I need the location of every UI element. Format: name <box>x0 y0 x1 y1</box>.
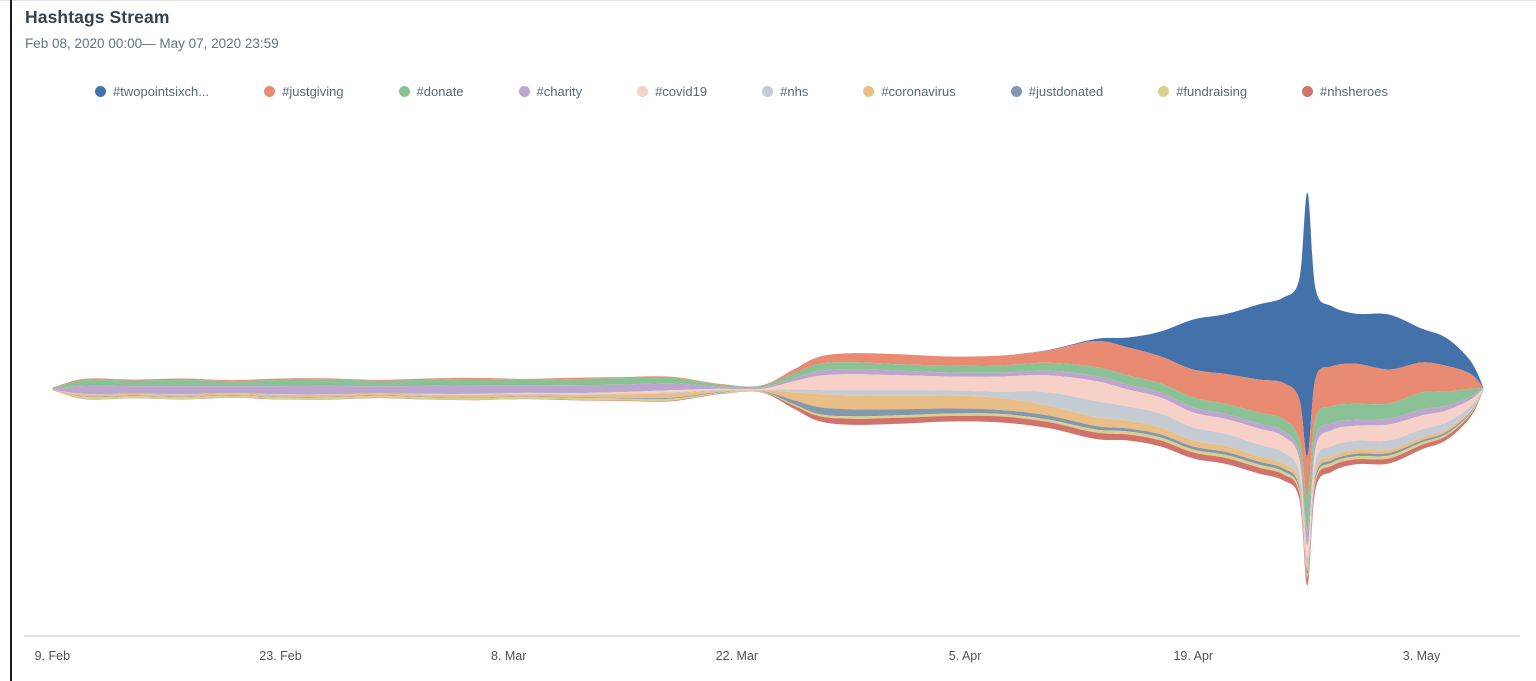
legend-item-covid19[interactable]: #covid19 <box>637 84 707 99</box>
legend-label: #justdonated <box>1028 84 1104 99</box>
legend-label: #covid19 <box>655 84 708 99</box>
page-title: Hashtags Stream <box>25 7 170 27</box>
legend-dot-icon <box>1158 86 1170 97</box>
x-tick-label: 3. May <box>1403 649 1441 663</box>
stream-layer-charity[interactable] <box>52 369 1484 546</box>
legend-dot-icon <box>1302 86 1314 97</box>
legend-label: #fundraising <box>1176 84 1248 99</box>
legend-dot-icon <box>863 86 875 97</box>
x-tick-label: 9. Feb <box>35 649 70 663</box>
x-tick-label: 5. Apr <box>949 649 982 663</box>
top-divider <box>0 0 1536 1</box>
x-tick-label: 8. Mar <box>491 649 526 663</box>
legend-label: #coronavirus <box>881 84 956 99</box>
legend-item-nhs[interactable]: #nhs <box>762 84 808 99</box>
x-tick-label: 23. Feb <box>259 649 301 663</box>
legend-item-twopointsixch[interactable]: #twopointsixch... <box>95 84 209 99</box>
legend-label: #nhsheroes <box>1320 84 1388 99</box>
legend-dot-icon <box>95 86 106 97</box>
stream-layer-nhsheroes[interactable] <box>52 390 1484 586</box>
legend-label: #donate <box>416 84 464 99</box>
legend-label: #twopointsixch... <box>113 84 210 99</box>
legend-dot-icon <box>518 86 530 97</box>
legend-dot-icon <box>264 86 276 97</box>
stream-layer-twopointsixch[interactable] <box>52 192 1484 457</box>
legend-item-nhsheroes[interactable]: #nhsheroes <box>1302 84 1388 99</box>
legend-label: #nhs <box>780 84 809 99</box>
chart-legend: #twopointsixch... #justgiving #donate #char… <box>95 84 1388 99</box>
legend-label: #charity <box>536 84 583 99</box>
legend-item-fundraising[interactable]: #fundraising <box>1158 84 1247 99</box>
stream-layer-justgiving[interactable] <box>52 340 1484 497</box>
x-tick-label: 19. Apr <box>1173 649 1213 663</box>
legend-dot-icon <box>637 86 649 97</box>
legend-dot-icon <box>762 86 774 97</box>
legend-item-charity[interactable]: #charity <box>518 84 583 99</box>
date-range: Feb 08, 2020 00:00— May 07, 2020 23:59 <box>25 36 279 51</box>
left-edge-line <box>10 0 12 681</box>
legend-label: #justgiving <box>282 84 344 99</box>
legend-item-justdonated[interactable]: #justdonated <box>1010 84 1104 99</box>
legend-item-coronavirus[interactable]: #coronavirus <box>863 84 956 99</box>
legend-dot-icon <box>398 86 410 97</box>
legend-item-donate[interactable]: #donate <box>398 84 464 99</box>
x-tick-label: 22. Mar <box>716 649 758 663</box>
legend-dot-icon <box>1010 86 1022 97</box>
legend-item-justgiving[interactable]: #justgiving <box>264 84 344 99</box>
